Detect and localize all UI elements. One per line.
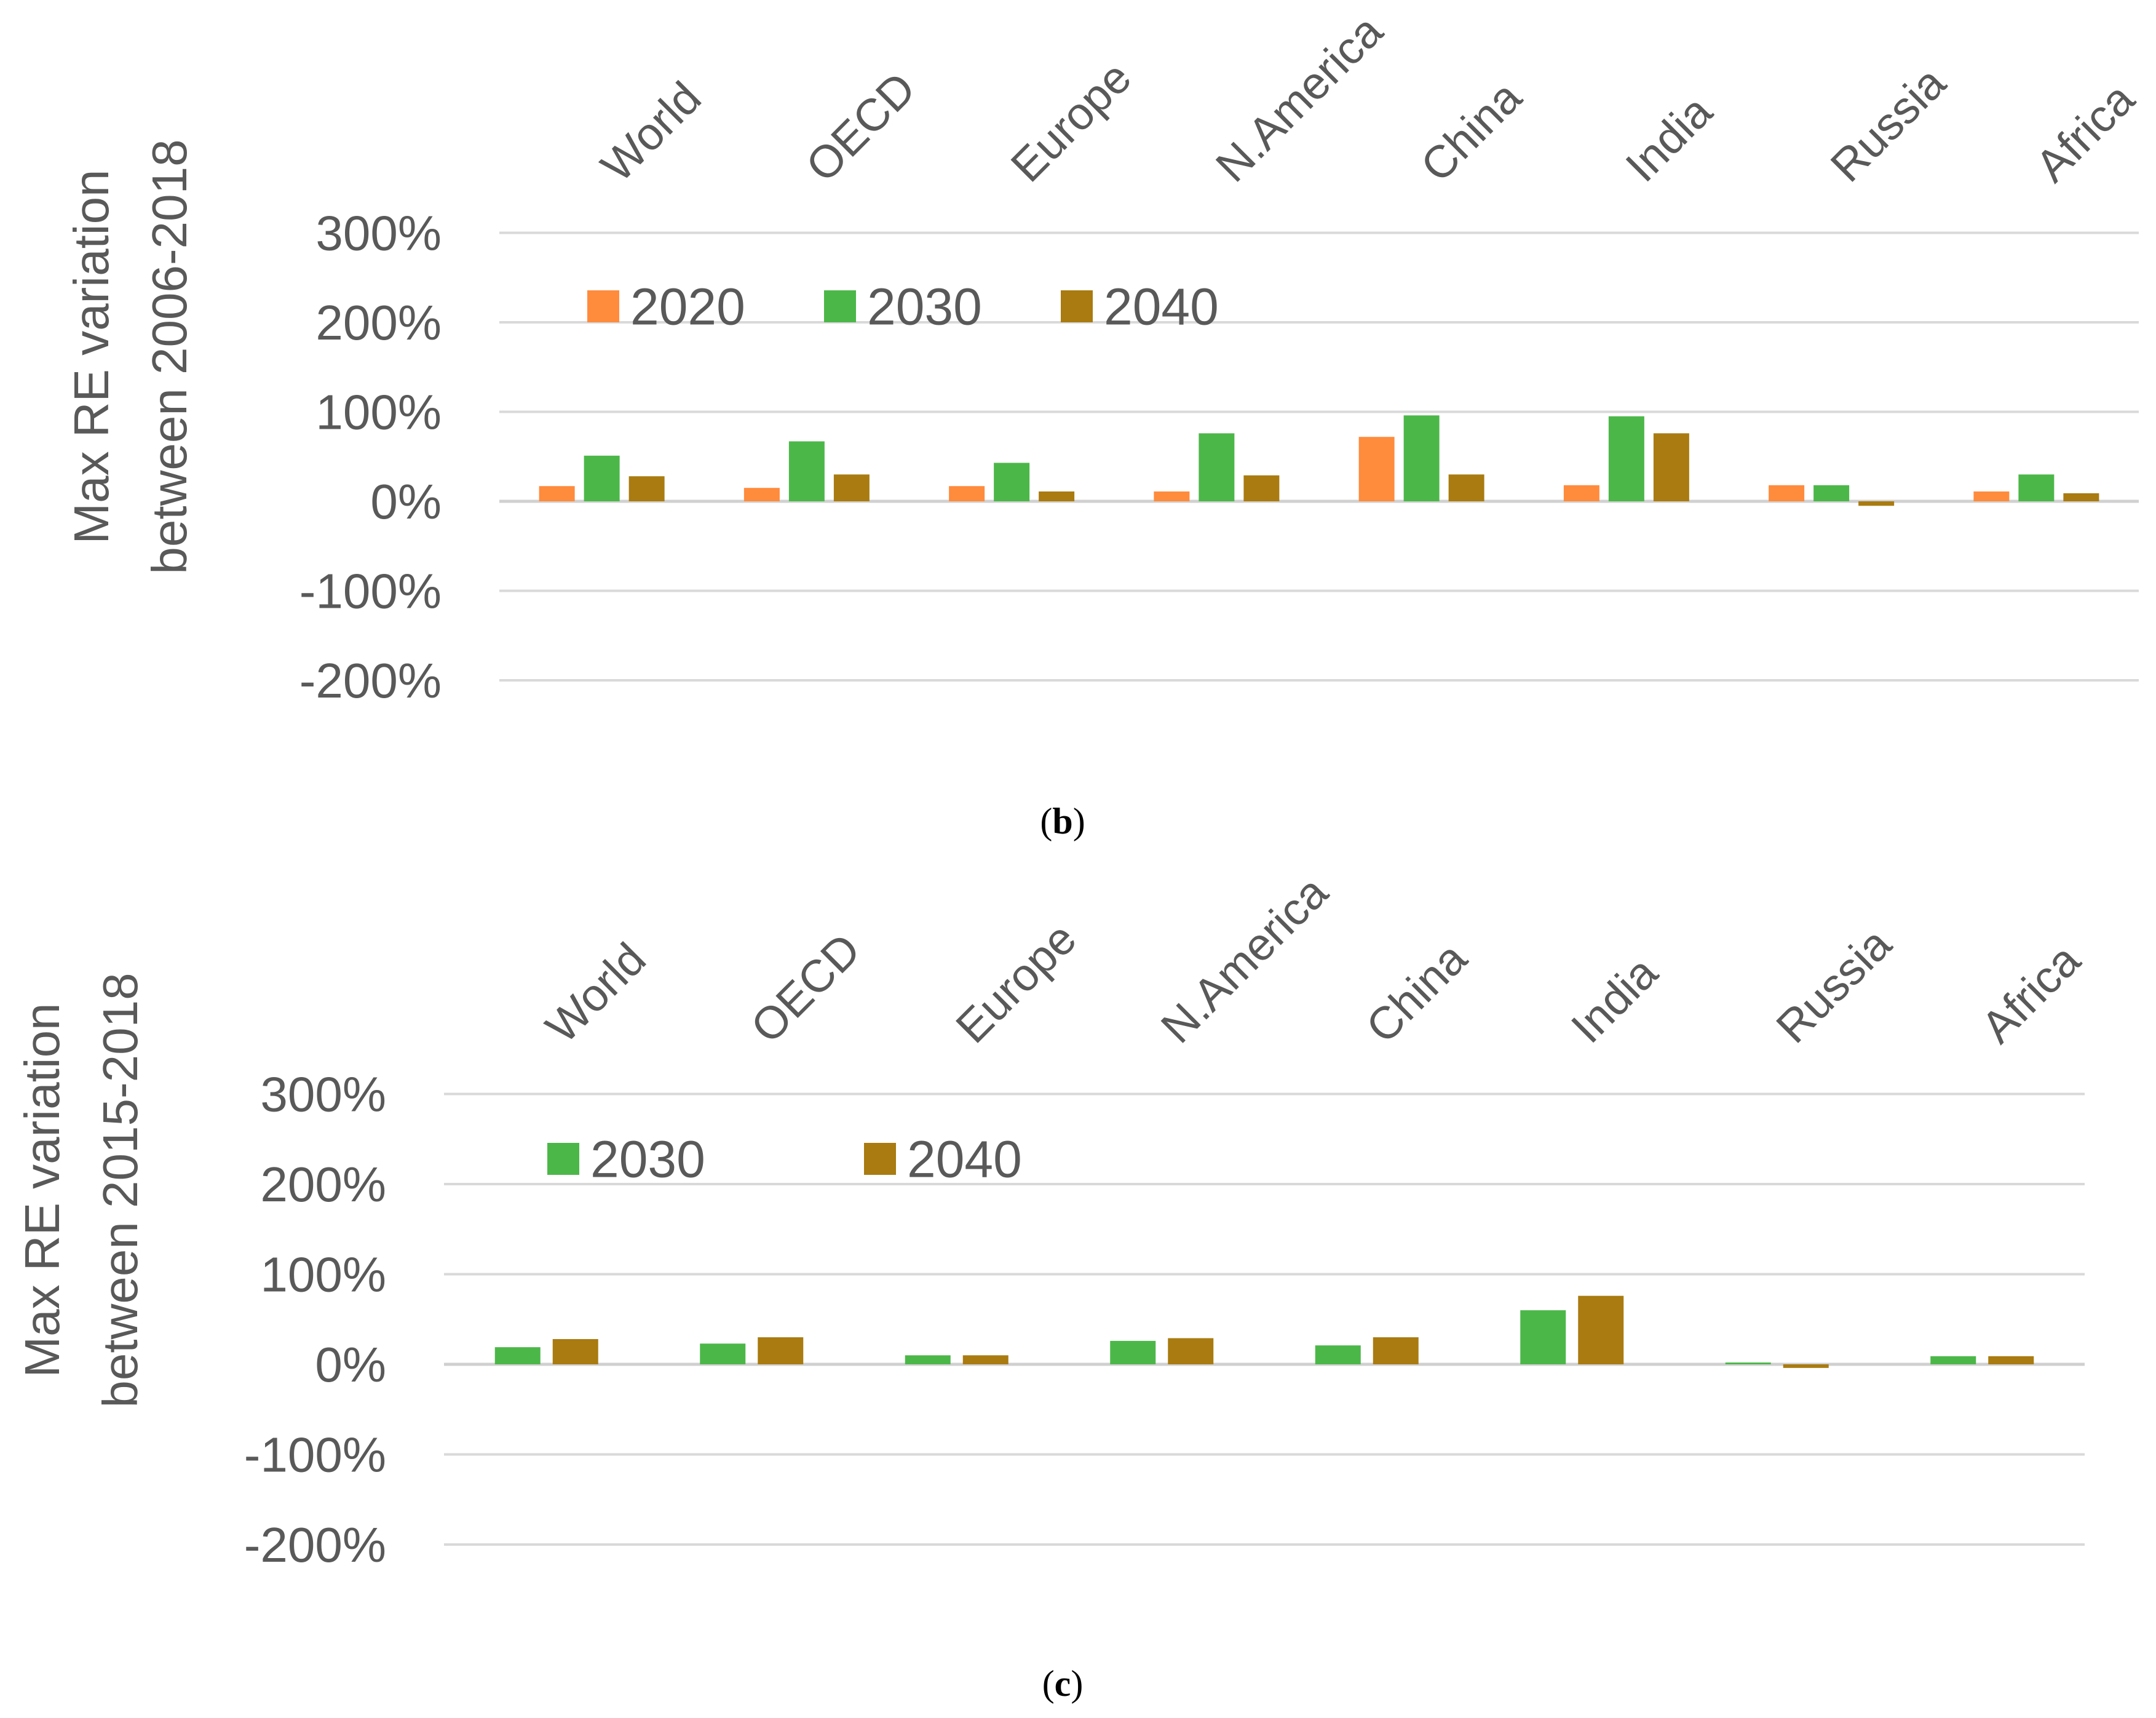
legend-label: 2040 xyxy=(1104,277,1219,335)
y-tick-label: 0% xyxy=(370,474,442,529)
bar-2040-world xyxy=(628,476,665,501)
legend-label: 2020 xyxy=(630,277,745,335)
legend-swatch xyxy=(864,1143,896,1175)
bar-2030-europe xyxy=(994,463,1030,501)
bar-2030-china xyxy=(1403,415,1440,501)
y-tick-label: -200% xyxy=(244,1517,386,1572)
y-tick-label: -100% xyxy=(299,564,442,619)
category-label: India xyxy=(1561,947,1668,1053)
category-label: China xyxy=(1356,932,1476,1052)
bar-2030-africa xyxy=(2018,474,2055,501)
category-label: Europe xyxy=(946,913,1085,1052)
legend-swatch xyxy=(1061,290,1093,322)
legend-swatch xyxy=(547,1143,579,1175)
y-axis-label-line1: Max RE variation xyxy=(15,1003,69,1377)
bar-2040-namerica xyxy=(1168,1338,1214,1364)
bar-2030-india xyxy=(1520,1310,1566,1364)
y-tick-label: 100% xyxy=(260,1247,386,1302)
bar-2040-oecd xyxy=(758,1337,804,1364)
bar-2040-oecd xyxy=(833,474,870,501)
y-tick-label: 200% xyxy=(315,295,442,350)
category-label: OECD xyxy=(796,62,925,191)
bar-2020-india xyxy=(1563,485,1599,501)
legend-label: 2040 xyxy=(907,1130,1022,1188)
bar-2040-india xyxy=(1578,1295,1624,1364)
category-label: World xyxy=(591,72,710,191)
chart-b: 300% 200% 100% 0% -100% -200% Max RE variation… xyxy=(64,5,2144,841)
bar-2040-india xyxy=(1653,433,1689,501)
category-label: China xyxy=(1411,71,1531,191)
bar-2020-europe xyxy=(949,486,985,501)
bar-2030-africa xyxy=(1930,1356,1976,1364)
y-tick-label: -200% xyxy=(299,653,442,708)
bar-2030-russia xyxy=(1725,1362,1771,1364)
legend-label: 2030 xyxy=(867,277,982,335)
y-axis-label-line1: Max RE variation xyxy=(64,169,119,544)
bar-2030-world xyxy=(584,455,620,501)
category-label: Africa xyxy=(1972,934,2090,1052)
category-label: Russia xyxy=(1766,918,1901,1052)
y-axis-label-line2: between 2006-2018 xyxy=(142,139,197,574)
category-label: N.America xyxy=(1151,866,1338,1053)
bar-2040-china xyxy=(1373,1337,1419,1364)
legend-label: 2030 xyxy=(590,1130,705,1188)
bar-2020-namerica xyxy=(1154,491,1190,501)
category-label: Europe xyxy=(1001,52,1141,191)
chart-c: 300% 200% 100% 0% -100% -200% Max RE variation… xyxy=(15,866,2090,1704)
y-axis-label-line2: between 2015-2018 xyxy=(93,972,148,1407)
category-label: India xyxy=(1615,86,1722,192)
bar-2030-china xyxy=(1315,1345,1361,1364)
bar-2030-namerica xyxy=(1199,433,1235,501)
bar-2030-europe xyxy=(905,1355,951,1364)
bar-2040-russia xyxy=(1858,501,1895,506)
bar-2030-namerica xyxy=(1110,1340,1156,1364)
bar-2040-russia xyxy=(1783,1364,1829,1368)
bar-2030-india xyxy=(1608,416,1644,501)
bar-2020-china xyxy=(1358,437,1395,501)
bar-2040-china xyxy=(1448,474,1484,501)
legend-swatch xyxy=(824,290,856,322)
bar-2040-world xyxy=(552,1338,598,1364)
y-tick-label: 200% xyxy=(260,1157,386,1212)
y-tick-label: 300% xyxy=(260,1067,386,1122)
bar-2020-russia xyxy=(1769,485,1805,501)
bar-2040-africa xyxy=(2063,493,2099,501)
y-tick-label: 0% xyxy=(315,1337,386,1392)
y-tick-label: 100% xyxy=(315,385,442,440)
category-label: World xyxy=(536,933,655,1052)
panel-caption: (c) xyxy=(1042,1663,1084,1704)
bar-2030-oecd xyxy=(700,1343,746,1364)
bar-2020-world xyxy=(539,486,575,501)
y-tick-label: -100% xyxy=(244,1428,386,1482)
category-label: Africa xyxy=(2026,73,2144,191)
bar-2030-oecd xyxy=(788,441,825,501)
y-tick-label: 300% xyxy=(315,206,442,261)
panel-caption: (b) xyxy=(1040,801,1085,841)
category-label: OECD xyxy=(741,923,870,1052)
category-label: N.America xyxy=(1206,5,1393,192)
bar-2030-world xyxy=(494,1347,541,1364)
bar-2020-africa xyxy=(1973,491,2010,501)
bar-2040-namerica xyxy=(1243,475,1280,501)
legend-swatch xyxy=(587,290,619,322)
bar-2040-africa xyxy=(1988,1356,2034,1364)
bar-2030-russia xyxy=(1813,485,1850,501)
category-label: Russia xyxy=(1821,57,1956,191)
bar-2040-europe xyxy=(962,1355,1009,1364)
bar-2040-europe xyxy=(1039,491,1075,501)
bar-2020-oecd xyxy=(743,488,780,501)
